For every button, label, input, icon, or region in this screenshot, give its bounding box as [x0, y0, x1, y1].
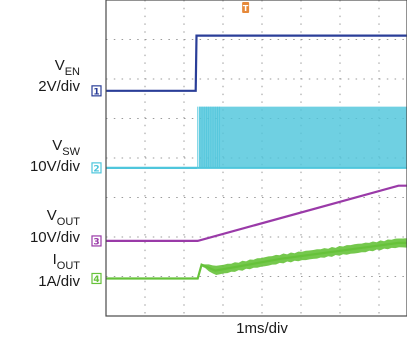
- channel-marker-box: [91, 235, 102, 247]
- channel-name-main: V: [55, 57, 65, 74]
- channel-marker-box: [91, 85, 102, 97]
- vout-trace: [106, 184, 407, 242]
- channel-scale: 10V/div: [30, 158, 81, 175]
- channel-name-subscript: SW: [62, 146, 80, 158]
- channel-name-main: V: [47, 207, 57, 224]
- channel-marker-en: 1: [91, 85, 102, 97]
- channel-name: VOUT: [47, 207, 81, 228]
- channel-markers: 1 2 3 4 T: [91, 2, 250, 285]
- channel-marker-sw: 2: [91, 162, 102, 174]
- channel-marker-number: 4: [93, 275, 99, 285]
- trigger-marker: T: [242, 2, 250, 13]
- channel-name-main: I: [53, 251, 57, 268]
- plot-frame: [105, 0, 407, 317]
- trigger-marker-label: T: [243, 4, 249, 13]
- channel-name: VEN: [55, 57, 80, 78]
- channel-name-subscript: EN: [65, 66, 80, 78]
- channel-name-subscript: OUT: [57, 216, 81, 228]
- iout-trace: [106, 241, 407, 280]
- sw-trace-edges: [197, 106, 221, 168]
- trigger-marker-box: [242, 2, 250, 13]
- channel-marker-number: 1: [93, 87, 99, 97]
- channel-marker-iout: 4: [91, 272, 102, 285]
- en-trace: [106, 34, 407, 92]
- channel-marker-number: 2: [93, 164, 99, 174]
- sw-trace-switching: [198, 106, 407, 168]
- channel-name-subscript: OUT: [57, 260, 81, 272]
- channel-name: IOUT: [53, 251, 81, 272]
- channel-name-main: V: [52, 137, 62, 154]
- channel-scale: 1A/div: [38, 273, 80, 290]
- x-axis-label: 1ms/div: [236, 320, 288, 337]
- channel-marker-box: [91, 162, 102, 174]
- channel-scale: 2V/div: [38, 78, 80, 95]
- iout-ripple-band: [197, 238, 407, 279]
- channel-scale: 10V/div: [30, 229, 81, 246]
- traces: [106, 34, 407, 280]
- channel-marker-box: [91, 272, 102, 285]
- channel-marker-number: 3: [93, 237, 99, 247]
- channel-name: VSW: [52, 137, 80, 158]
- channel-marker-out: 3: [91, 235, 102, 247]
